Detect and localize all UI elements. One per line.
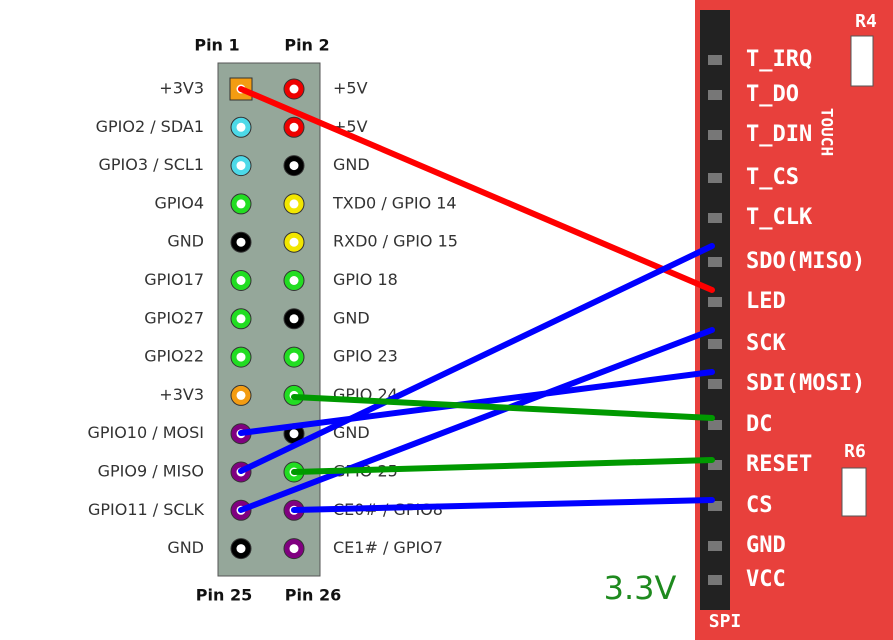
touch-label: TOUCH [818,108,837,156]
pin-name: GPIO10 / MOSI [87,423,204,442]
header-pin [708,460,722,470]
pin-hole [236,199,246,209]
header-pin [708,501,722,511]
pin-label: Pin 26 [285,586,341,605]
pin-hole [289,161,299,171]
pin-name: +5V [333,79,368,98]
pin-name: GND [333,155,370,174]
header-pin [708,55,722,65]
pin-name: GND [333,308,370,327]
wire [291,394,715,421]
pin-name: GPIO22 [144,347,204,366]
pin-hole [289,84,299,94]
header-pin [708,339,722,349]
wire [291,457,715,475]
voltage-label: 3.3V [604,569,677,607]
pin-name: GND [333,423,370,442]
pin-name: TXD0 / GPIO 14 [332,193,457,212]
wire [238,327,715,513]
pin-hole [289,429,299,439]
module-pin-label: SDO(MISO) [746,249,865,274]
resistor [850,35,874,87]
pin-hole [236,390,246,400]
wire [238,243,715,474]
pin-name: GPIO 18 [333,270,398,289]
pin-name: GPIO3 / SCL1 [98,155,204,174]
header-pin [708,130,722,140]
pin-name: GPIO27 [144,308,204,327]
pin-hole [236,276,246,285]
pin-label: Pin 25 [196,586,252,605]
module-pin-label: LED [746,289,786,314]
header-pin [708,90,722,100]
pin-name: +3V3 [159,385,204,404]
pin-hole [289,352,299,362]
module-pin-label: RESET [746,452,812,477]
pin-name: GND [167,232,204,251]
pin-hole [289,314,299,324]
module-pin-label: VCC [746,567,786,592]
pin-name: GPIO 23 [333,347,398,366]
pin-hole [289,276,299,285]
wire [291,497,715,513]
module-pin-label: T_CLK [746,205,813,230]
header-pin [708,541,722,551]
pin-name: GPIO4 [154,193,204,212]
pin-hole [236,314,246,324]
header-pin [708,575,722,585]
pin-hole [236,161,246,171]
header-pin [708,297,722,307]
pin-name: +3V3 [159,79,204,98]
spi-label: SPI [709,611,742,632]
r6-label: R6 [844,441,866,462]
pin-hole [289,544,299,554]
pin-name: RXD0 / GPIO 15 [333,232,458,251]
pin-name: GND [167,538,204,557]
wires [238,86,715,513]
wire [238,369,715,436]
resistor [841,467,867,517]
module-labels: T_IRQ T_DO T_DIN T_CS T_CLK SDO(MISO) LED SCK SD… [708,47,865,592]
pin-name: GPIO11 / SCLK [88,500,205,519]
module-pin-label: CS [746,493,773,518]
pin-hole [236,544,246,554]
r4-label: R4 [855,11,877,32]
header-pin [708,420,722,430]
module-pin-label: T_CS [746,165,799,190]
pin-name: GPIO2 / SDA1 [96,117,204,136]
pin-hole [289,199,299,209]
module-pin-label: GND [746,533,786,558]
pin-hole [236,352,246,362]
pin-hole [236,237,246,247]
pin-label: Pin 2 [284,36,329,55]
header-pin [708,173,722,183]
module-pin-label: SCK [746,331,786,356]
header-pin [708,379,722,389]
pin-hole [236,122,246,132]
wire [238,86,715,293]
pin-hole [289,237,299,247]
module-pin-label: T_DIN [746,122,812,147]
pin-name: GPIO9 / MISO [98,462,204,481]
pin-name: GPIO17 [144,270,204,289]
header-pin [708,213,722,223]
module-pin-label: SDI(MOSI) [746,371,865,396]
module-pin-label: T_IRQ [746,47,812,72]
pin-label: Pin 1 [194,36,239,55]
pin-hole [289,122,299,132]
pin-name: CE1# / GPIO7 [333,538,443,557]
module-pin-label: DC [746,412,773,437]
header-pin [708,257,722,267]
module-pin-label: T_DO [746,82,799,107]
